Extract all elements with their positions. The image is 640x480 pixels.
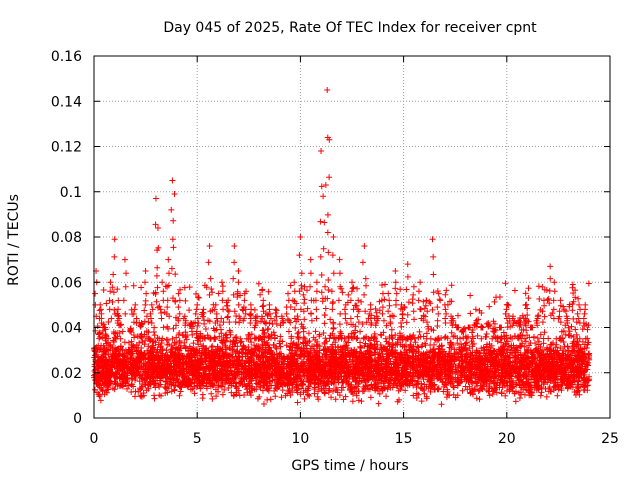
data-point — [486, 392, 493, 399]
data-point — [357, 343, 364, 350]
data-point — [163, 347, 170, 354]
data-point — [415, 391, 422, 398]
data-point — [476, 396, 483, 403]
data-point — [119, 328, 126, 335]
data-point — [412, 339, 419, 346]
data-point — [353, 392, 360, 399]
data-point — [299, 339, 306, 346]
data-point — [97, 397, 104, 404]
data-point — [395, 387, 402, 394]
data-point — [132, 393, 139, 400]
data-point — [209, 395, 216, 402]
data-point — [560, 338, 567, 345]
data-point — [171, 387, 178, 394]
data-point — [301, 395, 308, 402]
data-point — [418, 384, 425, 391]
data-point — [294, 399, 301, 406]
data-point — [248, 339, 255, 346]
data-point — [383, 393, 390, 400]
data-point — [568, 333, 575, 340]
data-point — [169, 335, 176, 342]
data-point — [426, 349, 433, 356]
data-point — [469, 343, 476, 350]
data-point — [168, 346, 175, 353]
data-point — [355, 397, 362, 404]
data-point — [421, 390, 428, 397]
data-point — [173, 334, 180, 341]
data-point — [329, 388, 336, 395]
data-point — [385, 340, 392, 347]
data-point — [512, 398, 519, 405]
data-point — [418, 398, 425, 405]
data-point — [199, 391, 206, 398]
data-point — [375, 400, 382, 407]
data-point — [554, 392, 561, 399]
data-point — [176, 392, 183, 399]
data-point — [438, 401, 445, 408]
data-point — [321, 390, 328, 397]
data-point — [498, 339, 505, 346]
data-point — [177, 388, 184, 395]
data-point — [358, 398, 365, 405]
data-point — [279, 387, 286, 394]
data-points — [91, 86, 593, 408]
data-point — [349, 398, 356, 405]
data-point — [164, 337, 171, 344]
data-point — [528, 350, 535, 357]
data-point — [583, 345, 590, 352]
data-point — [313, 341, 320, 348]
data-point — [219, 391, 226, 398]
data-point — [526, 342, 533, 349]
data-point — [236, 392, 243, 399]
data-point — [459, 387, 466, 394]
data-point — [532, 340, 539, 347]
data-point — [306, 393, 313, 400]
data-point — [136, 339, 143, 346]
data-point — [125, 339, 132, 346]
data-point — [354, 383, 361, 390]
data-point — [128, 389, 135, 396]
data-point — [216, 333, 223, 340]
data-point — [537, 392, 544, 399]
data-point — [516, 394, 523, 401]
data-point — [151, 395, 158, 402]
data-point — [473, 395, 480, 402]
data-point — [543, 393, 550, 400]
data-point — [320, 329, 327, 336]
data-point — [413, 347, 420, 354]
data-point — [367, 394, 374, 401]
data-point — [502, 392, 509, 399]
data-point — [489, 391, 496, 398]
data-point — [272, 393, 279, 400]
data-point — [121, 339, 128, 346]
data-point — [251, 342, 258, 349]
data-point — [288, 347, 295, 354]
